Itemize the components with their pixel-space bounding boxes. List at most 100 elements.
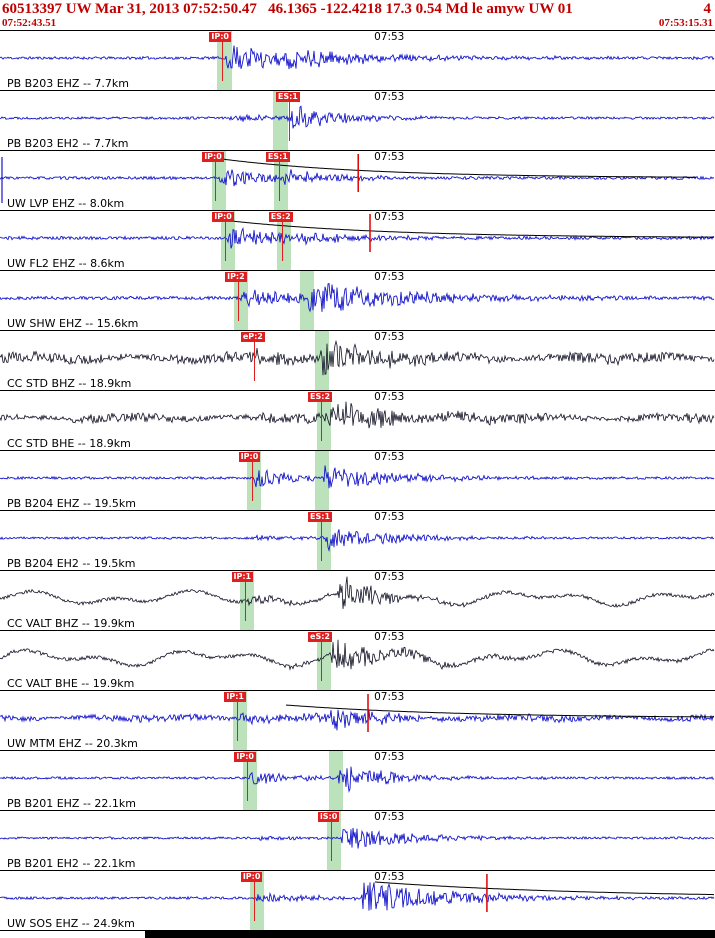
waveform-path — [0, 169, 715, 187]
waveform-path — [0, 45, 715, 70]
coda-decay-curve — [230, 220, 714, 238]
phase-pick-flag[interactable]: eP:2 — [240, 332, 265, 342]
phase-pick-flag[interactable]: IP:0 — [234, 752, 256, 762]
trace-row[interactable]: IP:0 ES:1 07:53 UW LVP EHZ -- 8.0km — [0, 151, 715, 211]
waveform[interactable] — [0, 691, 715, 750]
station-label: CC VALT BHE -- 19.9km — [7, 677, 135, 690]
trace-row[interactable]: IP:1 07:53 UW MTM EHZ -- 20.3km — [0, 691, 715, 751]
station-label: PB B204 EH2 -- 19.5km — [7, 557, 136, 570]
waveform[interactable] — [0, 511, 715, 570]
trace-row[interactable]: IP:0 ES:2 07:53 UW FL2 EHZ -- 8.6km — [0, 211, 715, 271]
window-start-time: 07:52:43.51 — [2, 17, 57, 29]
trace-row[interactable]: IP:0 07:53 PB B203 EHZ -- 7.7km — [0, 31, 715, 91]
phase-pick-line — [222, 41, 224, 81]
waveform[interactable] — [0, 31, 715, 90]
pick-window-band — [217, 31, 233, 90]
phase-pick-flag[interactable]: iS:0 — [318, 812, 340, 822]
phase-pick-flag[interactable]: IP:2 — [225, 272, 247, 282]
phase-pick-flag[interactable]: IP:1 — [231, 572, 254, 582]
coda-decay-curve — [375, 881, 714, 896]
time-tick-label: 07:53 — [374, 571, 405, 583]
time-tick-label: 07:53 — [374, 511, 405, 523]
waveform[interactable] — [0, 751, 715, 810]
phase-pick-flag[interactable]: ES:1 — [265, 152, 290, 162]
time-tick-label: 07:53 — [374, 271, 405, 283]
trace-row[interactable]: IP:0 07:53 PB B204 EHZ -- 19.5km — [0, 451, 715, 511]
phase-pick-flag[interactable]: IP:0 — [212, 212, 234, 222]
waveform[interactable] — [0, 571, 715, 630]
time-tick-label: 07:53 — [374, 751, 405, 763]
waveform[interactable] — [0, 331, 715, 390]
pick-window-band — [273, 91, 289, 150]
waveform-path — [0, 282, 715, 313]
trace-list: IP:0 07:53 PB B203 EHZ -- 7.7km ES:1 07:53 PB… — [0, 30, 715, 931]
window-end-time: 07:53:15.31 — [658, 17, 713, 29]
trace-row[interactable]: ES:1 07:53 PB B204 EH2 -- 19.5km — [0, 511, 715, 571]
waveform-path — [0, 339, 715, 376]
time-tick-label: 07:53 — [374, 151, 405, 163]
station-label: UW SHW EHZ -- 15.6km — [7, 317, 139, 330]
trace-row[interactable]: eP:2 07:53 CC STD BHZ -- 18.9km — [0, 331, 715, 391]
trace-row[interactable]: IP:2 07:53 UW SHW EHZ -- 15.6km — [0, 271, 715, 331]
phase-pick-line — [278, 161, 280, 201]
waveform-path — [0, 465, 715, 489]
phase-pick-flag[interactable]: IP:0 — [238, 452, 261, 462]
trace-row[interactable]: IP:0 07:53 PB B201 EHZ -- 22.1km — [0, 751, 715, 811]
waveform[interactable] — [0, 811, 715, 870]
event-header: 60513397 UW Mar 31, 2013 07:52:50.47 46.… — [0, 0, 715, 17]
waveform[interactable] — [0, 211, 715, 270]
bottom-scrollbar[interactable] — [145, 931, 715, 938]
station-label: UW FL2 EHZ -- 8.6km — [7, 257, 125, 270]
waveform[interactable] — [0, 271, 715, 330]
time-range: 07:52:43.51 07:53:15.31 — [0, 17, 715, 30]
phase-pick-line — [251, 461, 253, 501]
pick-window-band — [243, 751, 258, 810]
station-label: PB B201 EHZ -- 22.1km — [7, 797, 136, 810]
station-label: CC VALT BHZ -- 19.9km — [7, 617, 135, 630]
phase-pick-flag[interactable]: ES:2 — [268, 212, 293, 222]
waveform[interactable] — [0, 451, 715, 510]
phase-pick-line — [321, 641, 323, 681]
trace-row[interactable]: ES:1 07:53 PB B203 EH2 -- 7.7km — [0, 91, 715, 151]
phase-pick-flag[interactable]: IP:1 — [224, 692, 246, 702]
phase-pick-flag[interactable]: IP:0 — [209, 32, 231, 42]
waveform[interactable] — [0, 871, 715, 930]
phase-pick-flag[interactable]: IP:0 — [240, 872, 263, 882]
phase-pick-flag[interactable]: ES:1 — [308, 512, 333, 522]
phase-pick-line — [244, 581, 246, 621]
waveform[interactable] — [0, 91, 715, 150]
waveform-path — [0, 226, 715, 249]
phase-pick-line — [321, 521, 323, 561]
waveform[interactable] — [0, 391, 715, 450]
time-tick-label: 07:53 — [374, 871, 405, 883]
pick-window-band — [326, 811, 341, 870]
pick-window-band — [316, 511, 331, 570]
phase-pick-line — [331, 821, 333, 861]
pick-window-band — [328, 751, 343, 810]
waveform-path — [0, 882, 715, 911]
station-label: UW LVP EHZ -- 8.0km — [7, 197, 125, 210]
trace-row[interactable]: iS:0 07:53 PB B201 EH2 -- 22.1km — [0, 811, 715, 871]
phase-pick-line — [215, 161, 217, 201]
trace-row[interactable]: ES:2 07:53 CC STD BHE -- 18.9km — [0, 391, 715, 451]
phase-pick-flag[interactable]: eS:2 — [308, 632, 332, 642]
trace-row[interactable]: eS:2 07:53 CC VALT BHE -- 19.9km — [0, 631, 715, 691]
phase-pick-line — [225, 221, 227, 261]
pick-window-band — [316, 631, 331, 690]
station-label: UW MTM EHZ -- 20.3km — [7, 737, 138, 750]
trace-row[interactable]: IP:1 07:53 CC VALT BHZ -- 19.9km — [0, 571, 715, 631]
time-tick-label: 07:53 — [374, 331, 405, 343]
phase-pick-flag[interactable]: ES:1 — [275, 92, 300, 102]
trace-row[interactable]: IP:0 07:53 UW SOS EHZ -- 24.9km — [0, 871, 715, 931]
phase-pick-line — [238, 281, 240, 321]
station-label: PB B203 EH2 -- 7.7km — [7, 137, 129, 150]
phase-pick-flag[interactable]: ES:2 — [308, 392, 333, 402]
phase-pick-line — [321, 401, 323, 441]
time-tick-label: 07:53 — [374, 451, 405, 463]
waveform[interactable] — [0, 151, 715, 210]
waveform[interactable] — [0, 631, 715, 690]
phase-pick-flag[interactable]: IP:0 — [202, 152, 224, 162]
station-label: PB B201 EH2 -- 22.1km — [7, 857, 136, 870]
phase-pick-line — [288, 101, 290, 141]
